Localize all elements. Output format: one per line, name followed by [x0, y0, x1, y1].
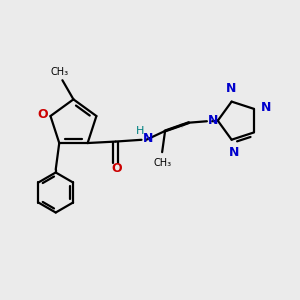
- Text: N: N: [226, 82, 236, 95]
- Text: CH₃: CH₃: [153, 158, 171, 168]
- Text: O: O: [111, 162, 122, 175]
- Text: H: H: [136, 126, 145, 136]
- Text: CH₃: CH₃: [50, 67, 68, 77]
- Text: N: N: [260, 101, 271, 114]
- Text: N: N: [143, 132, 153, 145]
- Text: O: O: [38, 108, 48, 121]
- Text: N: N: [208, 114, 218, 127]
- Text: N: N: [229, 146, 239, 159]
